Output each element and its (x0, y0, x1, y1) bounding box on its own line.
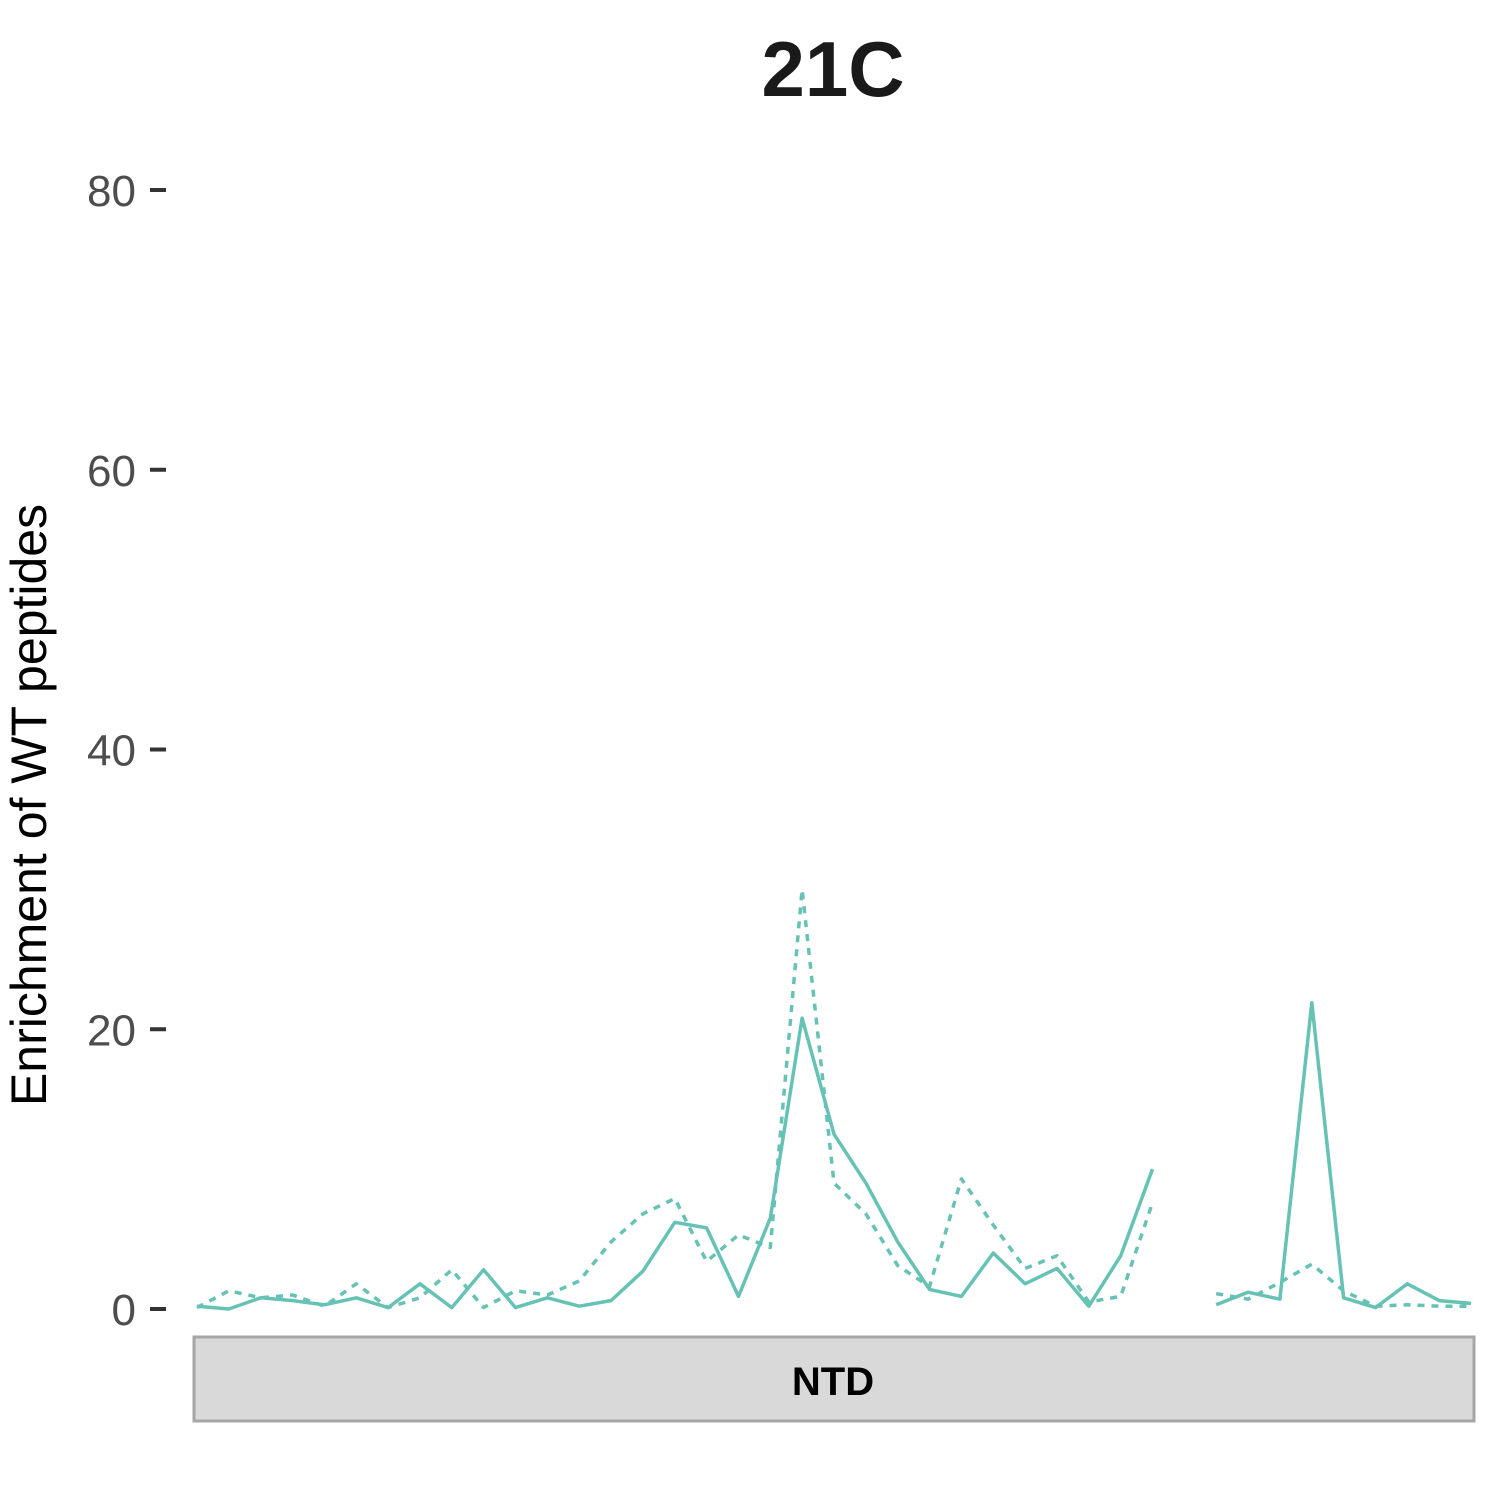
series-dotted-line-2 (1215, 1262, 1471, 1308)
y-tick-label: 20 (87, 1006, 136, 1055)
y-axis: 0 20 40 60 80 (87, 167, 166, 1335)
facet-strip: NTD (192, 1335, 1476, 1423)
y-axis-title: Enrichment of WT peptides (1, 504, 57, 1106)
strip-box (192, 1335, 1476, 1423)
y-tick-label: 80 (87, 167, 136, 216)
y-tick-label: 60 (87, 447, 136, 496)
series-solid-line-1 (196, 1016, 1155, 1311)
series-dotted-line-1 (196, 887, 1155, 1310)
strip-label: NTD (792, 1360, 874, 1404)
chart-title: 21C (761, 25, 904, 113)
y-tick-label: 40 (87, 727, 136, 776)
series-solid-line-2 (1215, 1000, 1472, 1310)
plot-area (196, 887, 1472, 1311)
y-tick-label: 0 (112, 1286, 136, 1335)
